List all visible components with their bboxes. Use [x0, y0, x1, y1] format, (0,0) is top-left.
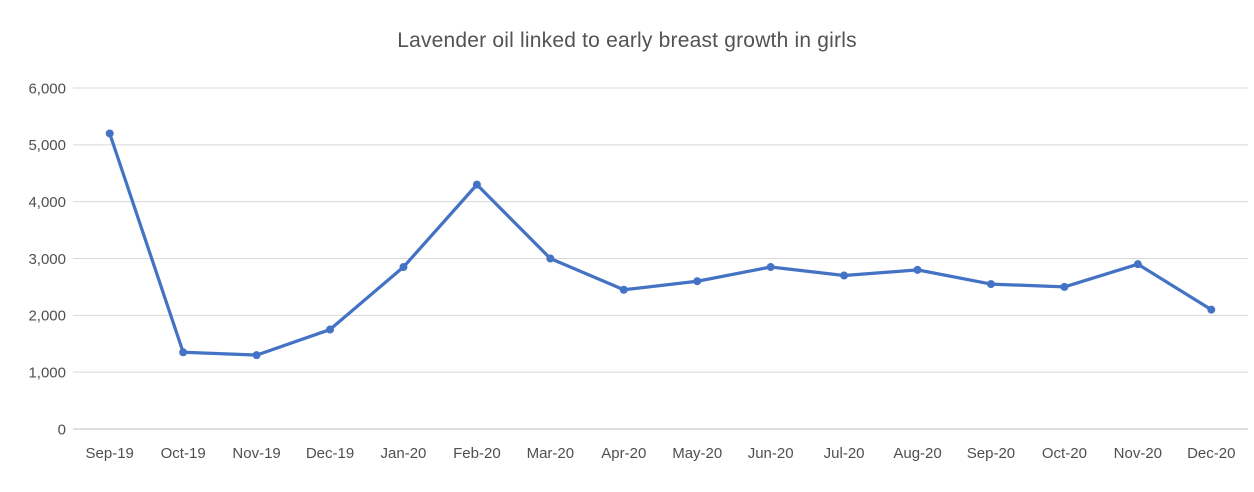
- x-axis-tick-label: Apr-20: [601, 445, 646, 462]
- data-point-marker: [105, 129, 114, 138]
- y-axis-tick-label: 0: [58, 421, 66, 438]
- x-axis-tick-label: Nov-20: [1114, 445, 1162, 462]
- y-axis-tick-label: 6,000: [28, 80, 66, 97]
- data-point-marker: [766, 263, 775, 272]
- x-axis-tick-label: Dec-19: [306, 445, 354, 462]
- y-axis-tick-label: 4,000: [28, 194, 66, 211]
- x-axis-tick-label: Nov-19: [232, 445, 280, 462]
- y-axis-tick-label: 2,000: [28, 308, 66, 325]
- data-point-marker: [1133, 260, 1142, 269]
- x-axis-tick-label: Feb-20: [453, 445, 501, 462]
- data-point-marker: [546, 254, 555, 263]
- data-point-marker: [1060, 282, 1069, 291]
- data-point-marker: [179, 348, 188, 357]
- data-point-marker: [840, 271, 849, 280]
- chart-line: [108, 131, 1213, 357]
- data-point-marker: [326, 325, 335, 334]
- data-point-marker: [693, 277, 702, 286]
- x-axis-tick-label: Dec-20: [1187, 445, 1235, 462]
- x-axis-tick-label: Aug-20: [893, 445, 941, 462]
- data-point-marker: [1207, 305, 1216, 314]
- x-axis-tick-label: Jun-20: [748, 445, 794, 462]
- x-axis-tick-label: Sep-19: [86, 445, 134, 462]
- data-point-marker: [619, 285, 628, 294]
- data-point-marker: [913, 265, 922, 274]
- x-axis-tick-label: Oct-19: [161, 445, 206, 462]
- chart-title: Lavender oil linked to early breast grow…: [397, 29, 857, 52]
- x-axis-tick-label: Mar-20: [527, 445, 575, 462]
- x-axis-tick-label: Oct-20: [1042, 445, 1087, 462]
- y-axis-tick-label: 1,000: [28, 364, 66, 381]
- x-axis-tick-label: Jan-20: [381, 445, 427, 462]
- x-axis-tick-label: Jul-20: [824, 445, 865, 462]
- data-point-marker: [252, 351, 261, 360]
- data-point-marker: [399, 263, 408, 272]
- data-point-marker: [986, 280, 995, 289]
- y-axis-tick-label: 5,000: [28, 137, 66, 154]
- y-axis-tick-label: 3,000: [28, 251, 66, 268]
- data-point-marker: [472, 180, 481, 189]
- x-axis-tick-label: May-20: [672, 445, 722, 462]
- x-axis-tick-label: Sep-20: [967, 445, 1015, 462]
